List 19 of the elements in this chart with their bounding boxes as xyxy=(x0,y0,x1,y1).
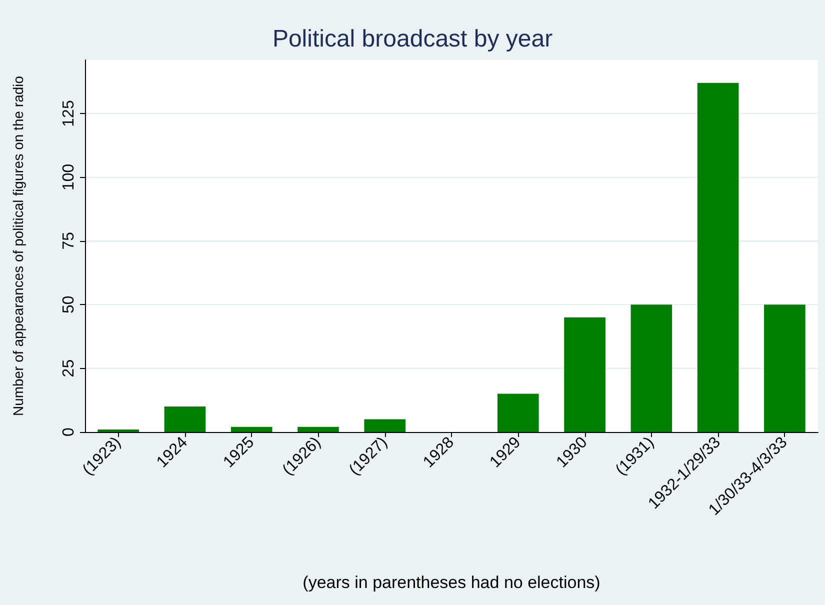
bar xyxy=(230,426,272,432)
bar xyxy=(764,304,806,432)
y-tick-label: 50 xyxy=(60,296,78,314)
y-axis-title: Number of appearances of political figures on the radio xyxy=(10,76,26,416)
bar xyxy=(364,419,406,432)
y-tick-label: 25 xyxy=(60,359,78,378)
bar xyxy=(564,317,606,432)
bar xyxy=(298,426,339,432)
y-tick-label: 125 xyxy=(60,100,78,127)
bar xyxy=(98,429,139,432)
y-tick-label: 100 xyxy=(60,164,78,191)
bar xyxy=(697,82,739,432)
chart-title: Political broadcast by year xyxy=(272,26,553,52)
x-axis-title: (years in parentheses had no elections) xyxy=(302,573,600,592)
y-tick-label: 0 xyxy=(60,427,78,436)
y-tick-label: 75 xyxy=(60,232,78,250)
bar xyxy=(164,406,206,432)
bar xyxy=(497,394,539,432)
bar xyxy=(630,304,672,432)
